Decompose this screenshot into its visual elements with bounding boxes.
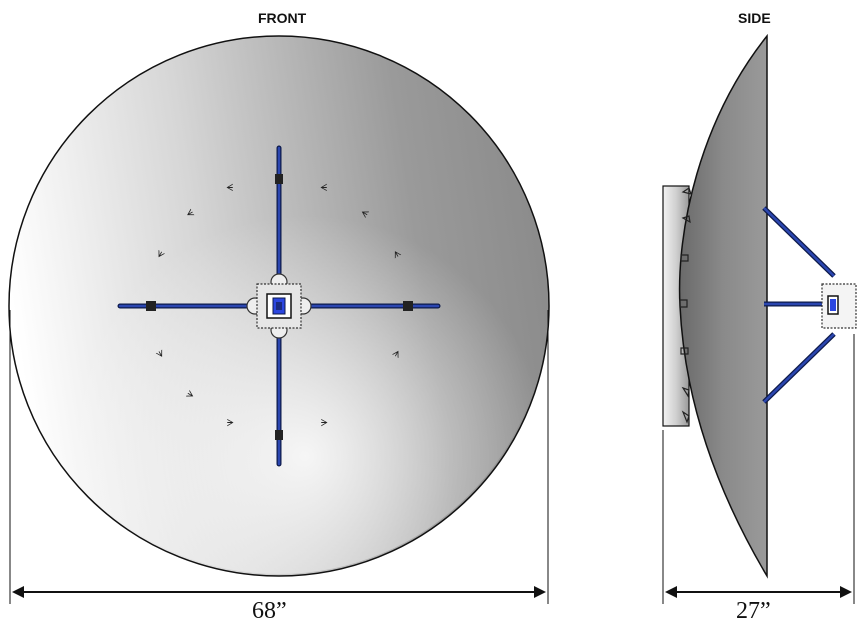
front-view-label: FRONT: [258, 10, 307, 26]
side-view-label: SIDE: [738, 10, 771, 26]
svg-text:ᗕ: ᗕ: [226, 183, 233, 194]
svg-text:ᗕ: ᗕ: [185, 387, 197, 400]
svg-text:ᗕ: ᗕ: [358, 208, 370, 221]
bolt-marks: ᗕ ᗕ ᗕ ᗕ ᗕ ᗕ ᗕ ᗕ ᗕ ᗕ ᗕ: [155, 183, 403, 427]
front-dimension: [9, 310, 549, 604]
front-struts: [117, 145, 441, 467]
side-struts: [762, 206, 836, 404]
side-dimension: [662, 334, 855, 604]
svg-text:ᗕ: ᗕ: [227, 416, 234, 427]
svg-text:ᗕ: ᗕ: [389, 249, 402, 261]
side-clips: [679, 187, 692, 424]
dish-side: [678, 33, 768, 579]
width-dimension-label: 68”: [252, 598, 287, 624]
svg-text:ᗕ: ᗕ: [155, 348, 168, 360]
feed-assembly: [246, 273, 312, 339]
depth-dimension-label: 27”: [736, 598, 771, 624]
svg-text:ᗕ: ᗕ: [185, 208, 197, 221]
front-view: ᗕ ᗕ ᗕ ᗕ ᗕ ᗕ ᗕ ᗕ ᗕ ᗕ ᗕ: [8, 35, 550, 604]
side-feed: [821, 283, 857, 329]
svg-text:ᗕ: ᗕ: [320, 183, 327, 194]
svg-text:ᗕ: ᗕ: [155, 249, 168, 261]
svg-text:ᗕ: ᗕ: [389, 347, 402, 359]
svg-text:ᗕ: ᗕ: [321, 416, 328, 427]
side-view: [662, 33, 857, 604]
